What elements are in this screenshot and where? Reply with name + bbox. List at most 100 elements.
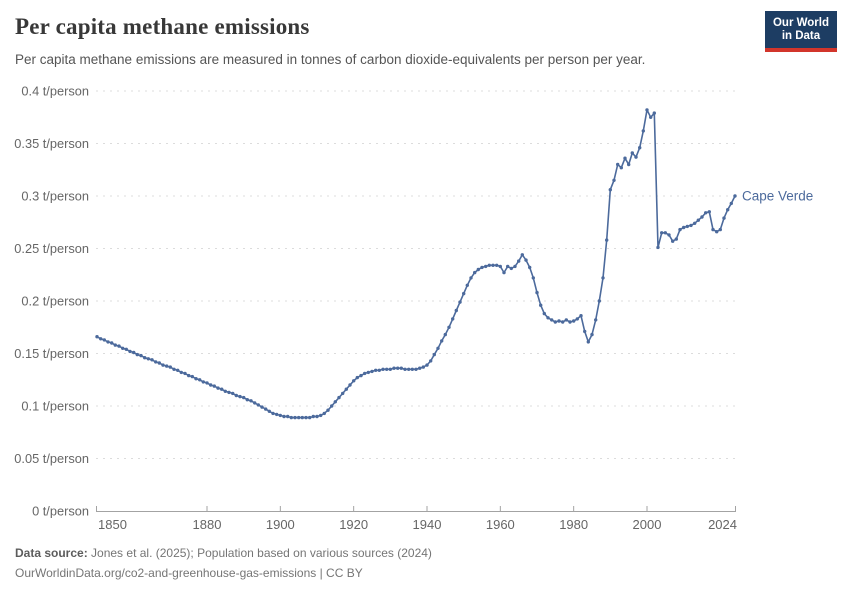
data-point[interactable] (425, 363, 429, 367)
data-point[interactable] (333, 400, 337, 404)
data-point[interactable] (264, 407, 268, 411)
data-point[interactable] (304, 415, 308, 420)
data-point[interactable] (388, 367, 392, 371)
data-point[interactable] (377, 368, 381, 372)
data-point[interactable] (308, 415, 312, 420)
data-point[interactable] (564, 318, 568, 322)
data-point[interactable] (121, 346, 125, 350)
data-point[interactable] (597, 299, 601, 303)
data-point[interactable] (535, 290, 539, 295)
data-point[interactable] (165, 364, 169, 368)
data-point[interactable] (194, 377, 198, 381)
data-point[interactable] (355, 375, 359, 380)
data-point[interactable] (432, 352, 436, 357)
data-point[interactable] (238, 394, 242, 399)
data-point[interactable] (601, 276, 605, 280)
data-point[interactable] (300, 415, 304, 420)
data-point[interactable] (205, 381, 209, 385)
data-point[interactable] (568, 320, 572, 324)
data-point[interactable] (168, 365, 172, 369)
data-point[interactable] (253, 401, 257, 405)
data-point[interactable] (553, 320, 557, 324)
data-point[interactable] (506, 264, 510, 269)
data-point[interactable] (619, 166, 623, 170)
data-point[interactable] (146, 357, 150, 361)
data-point[interactable] (513, 264, 517, 269)
data-point[interactable] (608, 188, 612, 192)
data-point[interactable] (157, 361, 161, 365)
data-point[interactable] (707, 210, 711, 214)
data-point[interactable] (502, 270, 506, 275)
data-point[interactable] (293, 415, 297, 420)
data-point[interactable] (645, 108, 649, 112)
data-point[interactable] (223, 389, 227, 393)
data-point[interactable] (722, 216, 726, 220)
data-point[interactable] (520, 253, 524, 257)
data-point[interactable] (491, 263, 495, 267)
data-point[interactable] (399, 366, 403, 370)
data-point[interactable] (458, 300, 462, 304)
data-point[interactable] (370, 369, 374, 374)
data-point[interactable] (612, 178, 616, 182)
data-point[interactable] (381, 367, 385, 371)
data-point[interactable] (572, 319, 576, 323)
data-point[interactable] (649, 115, 653, 120)
data-point[interactable] (113, 343, 118, 347)
data-point[interactable] (403, 367, 407, 371)
data-point[interactable] (638, 146, 642, 150)
data-point[interactable] (179, 370, 183, 375)
data-point[interactable] (561, 320, 565, 324)
data-point[interactable] (110, 341, 114, 345)
data-point[interactable] (234, 393, 238, 398)
data-point[interactable] (260, 405, 264, 409)
data-point[interactable] (605, 238, 609, 242)
data-point[interactable] (396, 366, 400, 370)
data-point[interactable] (440, 339, 444, 343)
data-point[interactable] (623, 156, 627, 160)
data-point[interactable] (271, 411, 275, 416)
data-point[interactable] (348, 383, 352, 387)
data-point[interactable] (117, 344, 121, 348)
series-end-label[interactable]: Cape Verde (742, 189, 813, 204)
data-point[interactable] (421, 365, 425, 369)
data-point[interactable] (718, 227, 722, 232)
data-point[interactable] (674, 237, 678, 241)
license-link-line[interactable]: OurWorldinData.org/co2-and-greenhouse-ga… (15, 565, 363, 580)
data-point[interactable] (531, 276, 535, 280)
data-point[interactable] (590, 332, 594, 337)
data-point[interactable] (652, 111, 656, 115)
data-point[interactable] (341, 391, 345, 396)
data-point[interactable] (128, 349, 132, 354)
data-point[interactable] (139, 353, 143, 358)
data-point[interactable] (693, 221, 697, 225)
data-point[interactable] (337, 395, 341, 400)
data-point[interactable] (498, 264, 502, 269)
data-point[interactable] (319, 413, 323, 418)
data-point[interactable] (487, 263, 491, 267)
data-point[interactable] (227, 390, 231, 395)
data-point[interactable] (630, 151, 634, 155)
data-point[interactable] (550, 318, 554, 322)
data-point[interactable] (418, 366, 422, 370)
data-point[interactable] (685, 224, 689, 229)
data-point[interactable] (209, 383, 213, 387)
data-point[interactable] (278, 413, 282, 418)
data-point[interactable] (414, 367, 418, 371)
data-point[interactable] (286, 414, 290, 419)
data-point[interactable] (469, 276, 473, 280)
data-point[interactable] (212, 384, 216, 388)
data-point[interactable] (682, 225, 686, 230)
data-point[interactable] (176, 368, 180, 372)
data-point[interactable] (256, 403, 260, 407)
data-point[interactable] (216, 386, 220, 390)
data-point[interactable] (678, 227, 682, 232)
data-point[interactable] (616, 162, 620, 167)
data-point[interactable] (583, 329, 587, 334)
data-point[interactable] (586, 340, 590, 344)
data-point[interactable] (696, 218, 700, 222)
data-point[interactable] (282, 414, 286, 419)
data-point[interactable] (352, 379, 356, 383)
data-point[interactable] (726, 208, 730, 212)
data-point[interactable] (245, 398, 249, 402)
